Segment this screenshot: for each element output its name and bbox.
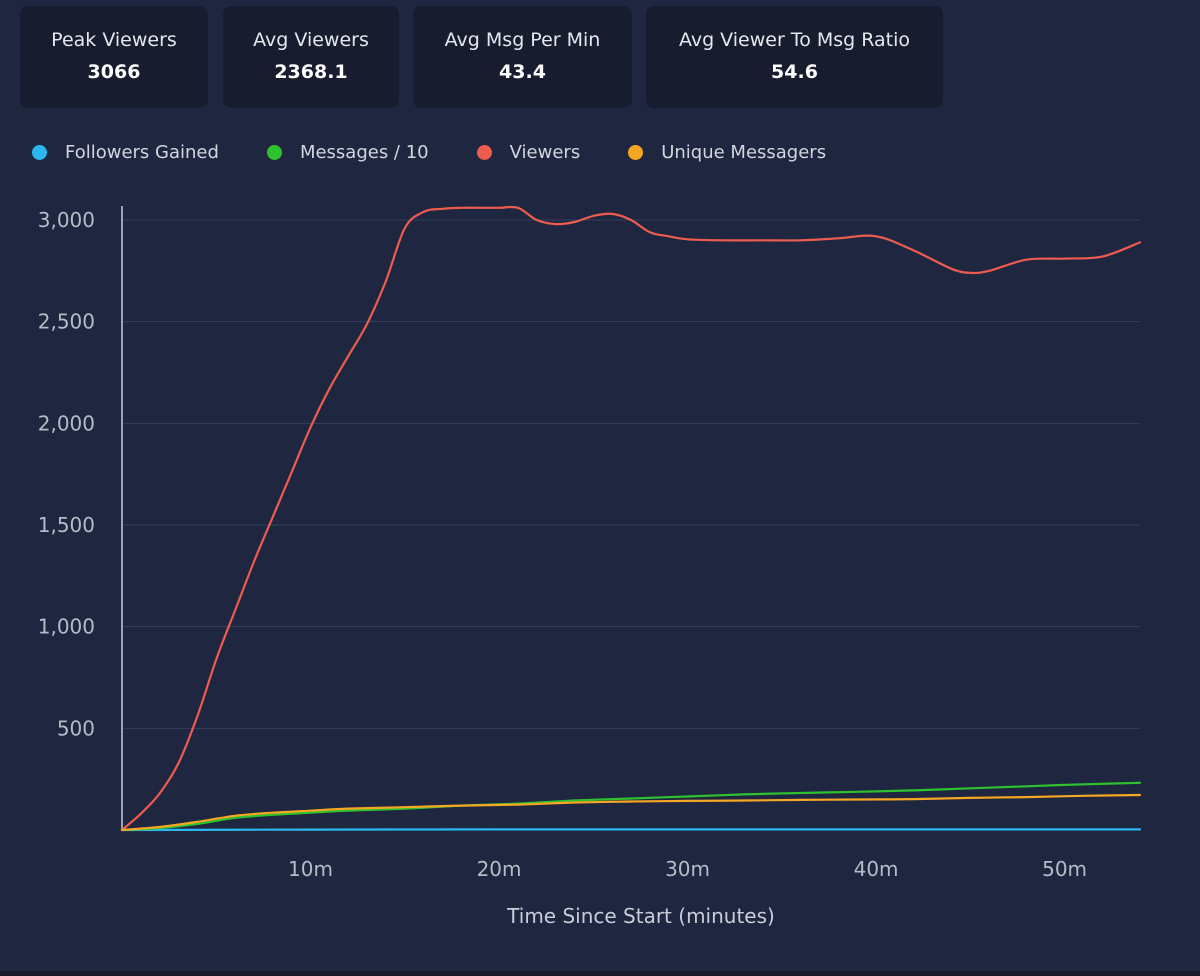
legend-dot-icon [266, 144, 282, 160]
legend-dot-icon [628, 144, 644, 160]
x-tick-label: 20m [477, 857, 522, 881]
series-line-viewers [120, 205, 1142, 832]
legend-item-messages[interactable]: Messages / 10 [266, 141, 429, 163]
grid-lines [122, 219, 1140, 729]
series-lines [120, 205, 1142, 832]
stat-card-peak-viewers: Peak Viewers 3066 [20, 6, 208, 108]
y-tick-label: 1,500 [38, 513, 95, 537]
axes: 500 1,000 1,500 2,000 2,500 3,000 10m 20m 30m 40m… [38, 206, 1087, 881]
legend-label: Unique Messagers [661, 141, 827, 163]
line-chart: 500 1,000 1,500 2,000 2,500 3,000 10m 20m 30m 40m… [38, 205, 1142, 928]
stat-value: 54.6 [771, 61, 818, 83]
stat-label: Peak Viewers [51, 29, 177, 51]
stat-value: 43.4 [499, 61, 546, 83]
x-axis-title: Time Since Start (minutes) [506, 904, 775, 928]
series-line-followers [120, 828, 1142, 832]
series-line-messages [120, 781, 1142, 832]
y-tick-label: 3,000 [38, 208, 95, 232]
stat-value: 3066 [87, 61, 141, 83]
y-tick-label: 2,500 [38, 310, 95, 334]
stat-label: Avg Msg Per Min [444, 29, 601, 51]
x-tick-label: 50m [1042, 857, 1087, 881]
chart-legend: Followers Gained Messages / 10 Viewers U… [32, 140, 874, 164]
legend-item-unique-messagers[interactable]: Unique Messagers [628, 142, 826, 163]
series-line-unique-messagers [120, 793, 1142, 832]
x-tick-label: 40m [854, 857, 899, 881]
stat-card-viewer-msg-ratio: Avg Viewer To Msg Ratio 54.6 [646, 6, 943, 108]
stat-label: Avg Viewers [253, 29, 369, 51]
stat-label: Avg Viewer To Msg Ratio [678, 29, 911, 51]
y-tick-label: 500 [57, 716, 95, 740]
bottom-scroll-edge [0, 971, 1200, 976]
legend-dot-icon [32, 144, 47, 160]
legend-item-followers[interactable]: Followers Gained [32, 142, 219, 163]
legend-item-viewers[interactable]: Viewers [476, 141, 581, 163]
x-tick-label: 10m [288, 857, 333, 881]
x-tick-label: 30m [665, 857, 710, 881]
legend-dot-icon [476, 144, 492, 160]
stat-value: 2368.1 [274, 61, 348, 83]
y-tick-label: 1,000 [38, 615, 95, 639]
legend-label: Followers Gained [65, 141, 219, 163]
stat-card-avg-viewers: Avg Viewers 2368.1 [223, 6, 399, 108]
stat-card-avg-msg-per-min: Avg Msg Per Min 43.4 [413, 6, 632, 108]
legend-label: Messages / 10 [299, 141, 429, 163]
legend-label: Viewers [509, 141, 581, 163]
y-tick-label: 2,000 [38, 411, 95, 435]
